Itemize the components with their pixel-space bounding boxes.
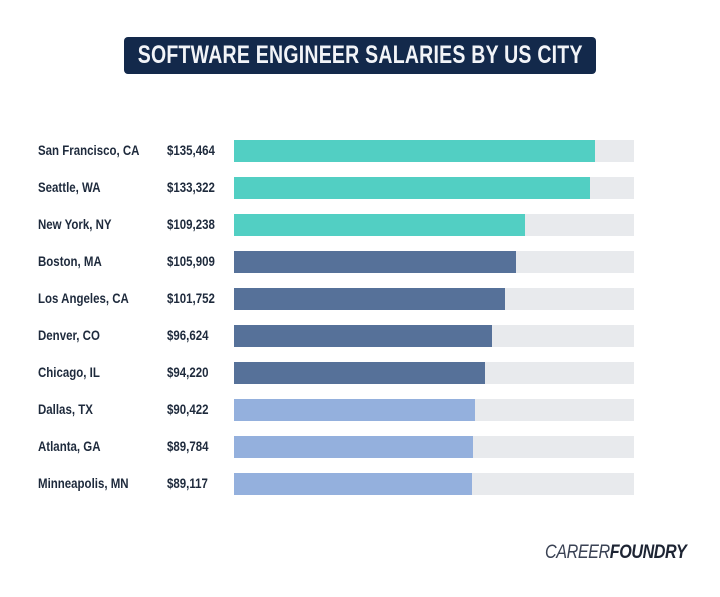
logo-light: CAREER (545, 542, 610, 563)
value-label: $133,322 (167, 179, 215, 195)
value-label: $90,422 (167, 401, 209, 417)
bar-track (234, 140, 634, 162)
bar-row: San Francisco, CA $135,464 (0, 140, 720, 162)
bar-track (234, 436, 634, 458)
bar-track (234, 325, 634, 347)
bar (234, 325, 492, 347)
value-label: $94,220 (167, 364, 209, 380)
category-label: Atlanta, GA (38, 438, 101, 454)
bar (234, 251, 517, 273)
category-label: New York, NY (38, 216, 112, 232)
bar-track (234, 251, 634, 273)
bar (234, 177, 590, 199)
value-label: $89,784 (167, 438, 209, 454)
category-label: Dallas, TX (38, 401, 93, 417)
careerfoundry-logo: CAREERFOUNDRY (545, 542, 687, 564)
bar (234, 436, 474, 458)
bar-row: Boston, MA $105,909 (0, 251, 720, 273)
value-label: $105,909 (167, 253, 215, 269)
category-label: Boston, MA (38, 253, 102, 269)
bar-track (234, 399, 634, 421)
bar (234, 214, 526, 236)
value-label: $135,464 (167, 142, 215, 158)
bar (234, 140, 596, 162)
bar-row: Los Angeles, CA $101,752 (0, 288, 720, 310)
value-label: $96,624 (167, 327, 209, 343)
bar (234, 399, 476, 421)
bar-track (234, 288, 634, 310)
chart-title: SOFTWARE ENGINEER SALARIES BY US CITY (124, 37, 596, 74)
chart-title-text: SOFTWARE ENGINEER SALARIES BY US CITY (137, 41, 583, 69)
category-label: Denver, CO (38, 327, 100, 343)
bar-track (234, 214, 634, 236)
category-label: Los Angeles, CA (38, 290, 129, 306)
bar-row: Seattle, WA $133,322 (0, 177, 720, 199)
category-label: Seattle, WA (38, 179, 101, 195)
category-label: Minneapolis, MN (38, 475, 129, 491)
bar-row: Atlanta, GA $89,784 (0, 436, 720, 458)
category-label: Chicago, IL (38, 364, 100, 380)
value-label: $101,752 (167, 290, 215, 306)
bar (234, 362, 486, 384)
bar-track (234, 473, 634, 495)
bar-row: Minneapolis, MN $89,117 (0, 473, 720, 495)
bar (234, 288, 506, 310)
bar-track (234, 362, 634, 384)
category-label: San Francisco, CA (38, 142, 140, 158)
value-label: $109,238 (167, 216, 215, 232)
bar (234, 473, 472, 495)
bar-track (234, 177, 634, 199)
bar-row: Chicago, IL $94,220 (0, 362, 720, 384)
bar-row: Dallas, TX $90,422 (0, 399, 720, 421)
bar-row: New York, NY $109,238 (0, 214, 720, 236)
logo-bold: FOUNDRY (609, 542, 687, 563)
bar-row: Denver, CO $96,624 (0, 325, 720, 347)
value-label: $89,117 (167, 475, 208, 491)
